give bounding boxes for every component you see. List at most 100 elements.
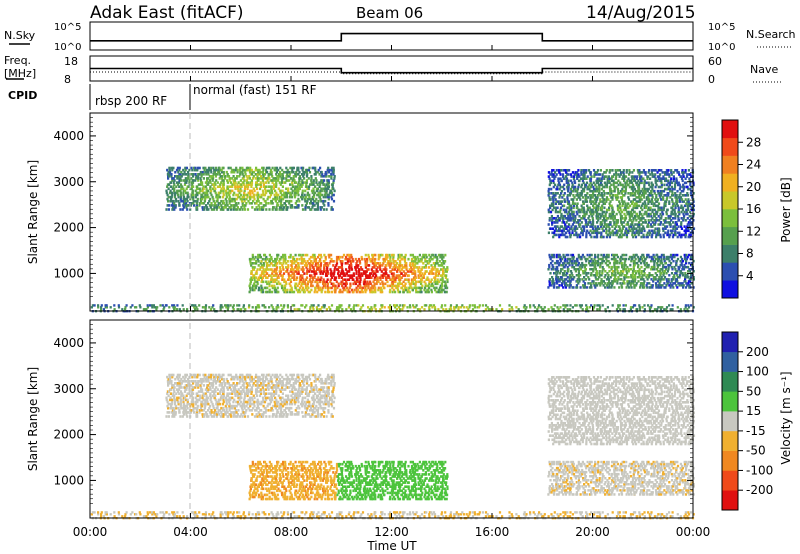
power-cell: [259, 262, 262, 265]
power-cell: [139, 306, 142, 309]
power-cell: [667, 255, 670, 259]
power-cell: [423, 272, 427, 275]
power-cell: [205, 204, 208, 207]
power-cell: [568, 284, 571, 287]
power-cell: [559, 229, 562, 233]
power-cell: [611, 169, 614, 172]
power-cell: [321, 280, 324, 284]
power-cell: [568, 231, 571, 235]
power-cell: [332, 173, 335, 176]
power-cell: [550, 171, 553, 174]
power-cell: [290, 264, 293, 267]
power-cell: [561, 282, 564, 285]
power-cell: [432, 268, 435, 271]
power-cell: [290, 170, 293, 174]
power-cell: [398, 268, 401, 271]
power-cell: [566, 272, 569, 275]
power-cell: [676, 200, 679, 203]
power-cell: [302, 278, 305, 281]
power-cell: [671, 278, 675, 281]
power-cell: [445, 284, 448, 288]
power-cell: [581, 261, 584, 265]
power-cell: [194, 189, 197, 193]
power-cell: [432, 272, 435, 275]
power-cell: [548, 219, 551, 222]
power-cell: [179, 189, 182, 193]
power-cell: [605, 229, 608, 233]
power-cell: [634, 175, 637, 178]
power-cell: [689, 214, 692, 218]
power-cell: [580, 221, 583, 224]
power-cell: [239, 168, 242, 172]
power-cell: [551, 169, 554, 172]
power-cell: [359, 280, 362, 284]
power-cell: [671, 208, 674, 212]
power-cell: [671, 187, 674, 191]
power-cell: [590, 268, 593, 271]
power-cell: [271, 278, 274, 281]
power-cell: [574, 187, 577, 191]
power-cell: [689, 221, 692, 224]
power-cell: [303, 173, 306, 176]
power-cell: [296, 185, 299, 188]
power-cell: [327, 166, 330, 170]
power-cell: [555, 253, 558, 257]
power-cell: [207, 170, 210, 174]
power-cell: [400, 272, 403, 275]
power-cell: [317, 276, 320, 279]
power-cell: [566, 219, 569, 222]
power-cell: [572, 278, 575, 281]
power-cell: [192, 166, 196, 170]
power-cell: [254, 177, 257, 180]
power-cell: [581, 177, 584, 180]
power-cell: [662, 229, 665, 233]
power-cell: [264, 260, 267, 263]
power-cell: [285, 199, 288, 203]
power-cell: [346, 262, 349, 265]
power-cell: [324, 282, 327, 286]
power-cell: [194, 166, 197, 170]
power-cell: [601, 204, 604, 208]
nsearch-tick-high: 10^5: [708, 22, 735, 33]
power-cell: [252, 195, 256, 199]
power-cell: [322, 199, 325, 203]
power-cell: [168, 168, 171, 172]
power-cell: [565, 208, 568, 212]
power-cell: [272, 280, 275, 284]
power-cell: [575, 284, 578, 287]
power-cell: [431, 257, 434, 261]
power-cell: [302, 282, 305, 286]
power-cell: [441, 280, 444, 284]
power-cell: [105, 304, 108, 307]
power-cell: [215, 193, 218, 197]
power-cell: [225, 306, 228, 309]
power-cell: [319, 272, 322, 275]
power-cell: [680, 175, 683, 178]
power-cell: [420, 290, 423, 294]
power-cell: [663, 257, 666, 261]
power-cell: [562, 194, 565, 197]
power-cell: [592, 212, 595, 216]
power-cell: [177, 199, 180, 203]
power-cell: [242, 177, 245, 180]
power-cell: [296, 191, 299, 195]
power-cell: [405, 288, 408, 292]
power-cell: [624, 183, 627, 187]
power-cell: [607, 255, 610, 259]
power-cell: [618, 175, 621, 178]
power-cell: [222, 179, 225, 182]
power-cell: [671, 194, 674, 197]
power-cell: [560, 268, 563, 271]
power-cell: [265, 168, 268, 172]
power-cell: [244, 173, 247, 176]
power-cell: [613, 185, 616, 189]
power-cell: [259, 187, 262, 191]
power-cell: [397, 282, 400, 286]
power-cell: [145, 308, 148, 311]
power-cell: [669, 225, 672, 228]
power-cell: [689, 278, 692, 281]
power-cell: [648, 198, 651, 201]
power-cell: [283, 260, 287, 263]
power-cell: [608, 265, 611, 269]
power-cell: [672, 217, 675, 220]
